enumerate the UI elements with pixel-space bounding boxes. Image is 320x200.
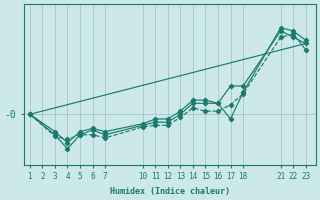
X-axis label: Humidex (Indice chaleur): Humidex (Indice chaleur)	[110, 187, 230, 196]
